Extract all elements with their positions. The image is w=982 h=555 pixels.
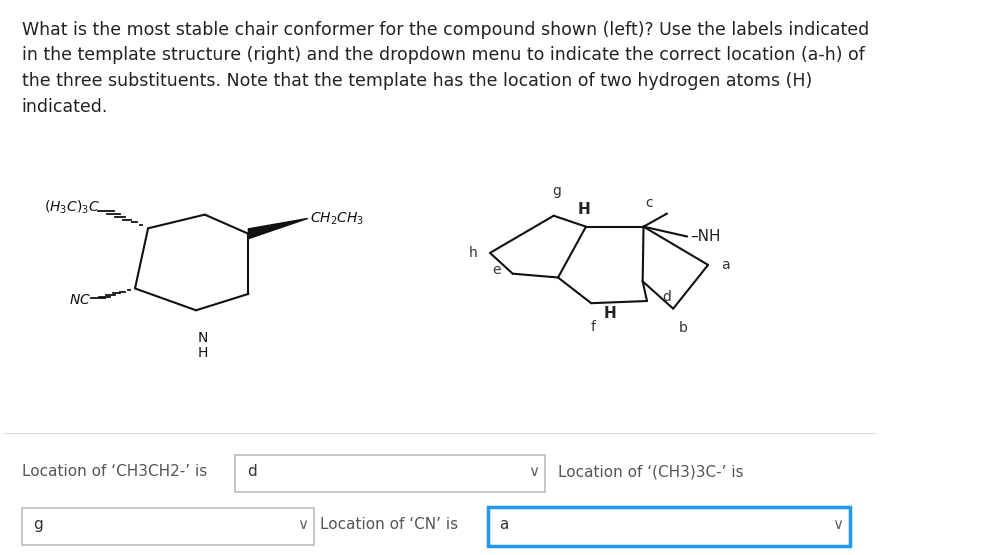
Text: ∨: ∨ — [297, 517, 307, 532]
Text: f: f — [590, 320, 595, 334]
Text: H: H — [578, 201, 591, 216]
Text: H: H — [197, 346, 208, 360]
Text: Location of ‘CH3CH2-’ is: Location of ‘CH3CH2-’ is — [22, 464, 207, 479]
Text: a: a — [721, 258, 730, 272]
Text: –NH: –NH — [689, 229, 720, 244]
Text: ∨: ∨ — [832, 517, 844, 532]
Text: N: N — [197, 331, 208, 345]
Text: d: d — [246, 464, 256, 479]
Text: ∨: ∨ — [527, 464, 539, 479]
Text: a: a — [500, 517, 509, 532]
Text: $(H_3C)_3C$: $(H_3C)_3C$ — [44, 199, 100, 216]
Text: Location of ‘(CH3)3C-’ is: Location of ‘(CH3)3C-’ is — [558, 464, 743, 479]
Text: g: g — [33, 517, 42, 532]
FancyBboxPatch shape — [488, 507, 850, 547]
Text: $NC$: $NC$ — [70, 294, 91, 307]
Text: b: b — [680, 321, 688, 335]
Polygon shape — [248, 219, 307, 239]
Text: h: h — [469, 246, 478, 260]
FancyBboxPatch shape — [236, 455, 545, 492]
FancyBboxPatch shape — [22, 508, 314, 546]
Text: e: e — [492, 264, 501, 278]
Text: c: c — [645, 196, 653, 210]
Text: Location of ‘CN’ is: Location of ‘CN’ is — [320, 517, 458, 532]
Text: g: g — [553, 184, 562, 198]
Text: H: H — [604, 306, 617, 321]
Text: $CH_2CH_3$: $CH_2CH_3$ — [310, 210, 364, 226]
Text: What is the most stable chair conformer for the compound shown (left)? Use the l: What is the most stable chair conformer … — [22, 21, 869, 115]
Text: d: d — [663, 290, 672, 304]
